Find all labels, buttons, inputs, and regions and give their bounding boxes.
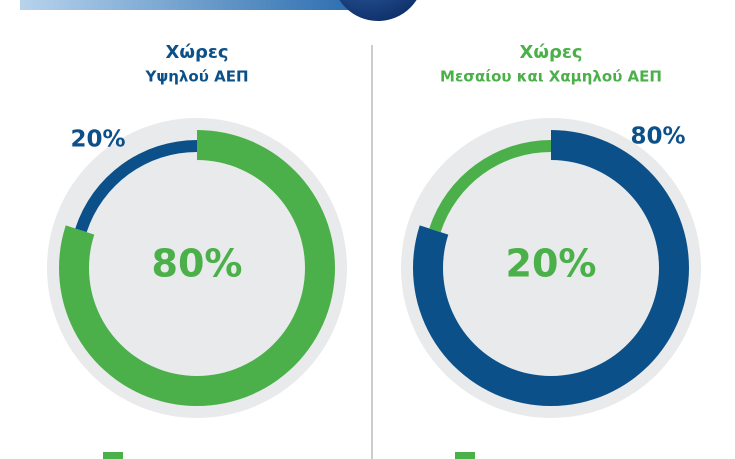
legend-swatch	[455, 452, 475, 459]
donut-background	[401, 118, 701, 418]
center-label: 20%	[506, 242, 597, 286]
header-band	[20, 0, 350, 10]
donut-chart	[59, 130, 336, 406]
chart-subtitle: Υψηλού ΑΕΠ	[144, 68, 248, 86]
donut-chart	[413, 130, 690, 406]
globe	[339, 0, 417, 21]
outer-label: 80%	[630, 124, 685, 150]
chart-title: Χώρες	[519, 42, 582, 63]
center-label: 80%	[152, 242, 243, 286]
legend-swatch	[103, 452, 123, 459]
chart-subtitle: Μεσαίου και Χαμηλού ΑΕΠ	[440, 68, 662, 86]
outer-label: 20%	[70, 127, 125, 153]
chart-title: Χώρες	[165, 42, 228, 63]
donut-segment	[75, 140, 197, 233]
donut-background	[47, 118, 347, 418]
donut-segment	[429, 140, 551, 233]
